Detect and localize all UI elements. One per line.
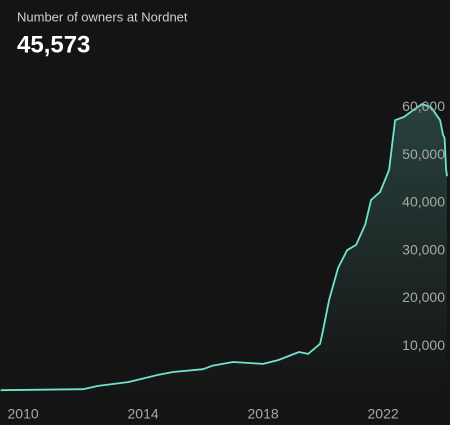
x-tick-label: 2014 bbox=[128, 406, 159, 422]
line bbox=[0, 103, 448, 392]
x-tick-label: 2010 bbox=[8, 406, 39, 422]
y-tick-label: 40,000 bbox=[402, 194, 445, 210]
y-tick-label: 60,000 bbox=[402, 98, 445, 114]
y-tick-label: 30,000 bbox=[402, 241, 445, 257]
x-tick-label: 2022 bbox=[368, 406, 399, 422]
y-tick-label: 20,000 bbox=[402, 289, 445, 305]
y-tick-label: 50,000 bbox=[402, 146, 445, 162]
y-tick-label: 10,000 bbox=[402, 337, 445, 353]
headline-value: 45,573 bbox=[17, 31, 90, 58]
area bbox=[0, 104, 447, 394]
x-tick-label: 2018 bbox=[248, 406, 279, 422]
chart-title: Number of owners at Nordnet bbox=[17, 9, 188, 24]
